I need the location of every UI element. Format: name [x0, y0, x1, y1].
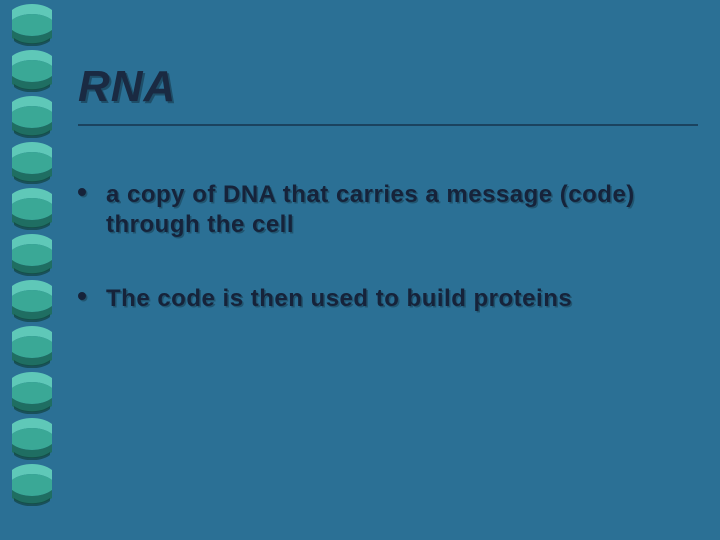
bullet-item: The code is then used to build proteins: [78, 284, 688, 314]
bullet-text: The code is then used to build proteins: [106, 285, 572, 312]
ribbon-icon: [10, 50, 54, 88]
ribbon-icon: [10, 326, 54, 364]
ribbon-decoration: [0, 0, 58, 540]
ribbon-icon: [10, 188, 54, 226]
ribbon-icon: [10, 4, 54, 42]
title-underline: [78, 124, 698, 126]
bullet-item: a copy of DNA that carries a message (co…: [78, 180, 688, 240]
ribbon-icon: [10, 464, 54, 502]
ribbon-icon: [10, 418, 54, 456]
ribbon-icon: [10, 96, 54, 134]
ribbon-icon: [10, 234, 54, 272]
bullet-dot-icon: [78, 292, 86, 300]
ribbon-icon: [10, 372, 54, 410]
bullet-text: a copy of DNA that carries a message (co…: [106, 181, 635, 238]
ribbon-icon: [10, 280, 54, 318]
slide-title: RNA: [78, 62, 176, 112]
bullet-list: a copy of DNA that carries a message (co…: [78, 180, 688, 358]
bullet-dot-icon: [78, 188, 86, 196]
ribbon-icon: [10, 142, 54, 180]
